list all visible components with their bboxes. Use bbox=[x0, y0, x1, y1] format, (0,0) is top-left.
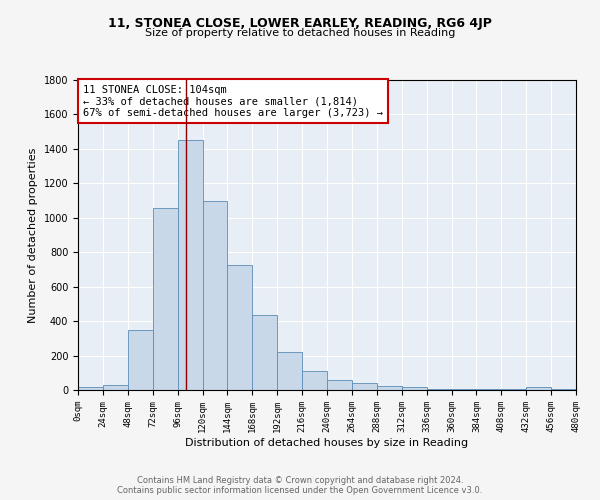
Bar bbox=[203, 202, 227, 390]
X-axis label: Distribution of detached houses by size in Reading: Distribution of detached houses by size … bbox=[185, 438, 469, 448]
Bar bbox=[476, 389, 502, 390]
Bar bbox=[78, 388, 103, 390]
Bar bbox=[502, 389, 526, 390]
Bar bbox=[178, 140, 203, 390]
Bar bbox=[402, 386, 427, 390]
Bar bbox=[352, 383, 377, 390]
Bar bbox=[253, 315, 277, 390]
Bar bbox=[128, 330, 153, 390]
Text: Size of property relative to detached houses in Reading: Size of property relative to detached ho… bbox=[145, 28, 455, 38]
Y-axis label: Number of detached properties: Number of detached properties bbox=[28, 148, 38, 322]
Bar bbox=[227, 265, 253, 390]
Bar bbox=[103, 385, 128, 390]
Bar bbox=[452, 389, 476, 390]
Bar bbox=[302, 371, 327, 390]
Bar bbox=[327, 380, 352, 390]
Bar bbox=[377, 386, 402, 390]
Bar bbox=[526, 388, 551, 390]
Bar bbox=[277, 352, 302, 390]
Text: 11 STONEA CLOSE: 104sqm
← 33% of detached houses are smaller (1,814)
67% of semi: 11 STONEA CLOSE: 104sqm ← 33% of detache… bbox=[83, 84, 383, 118]
Text: 11, STONEA CLOSE, LOWER EARLEY, READING, RG6 4JP: 11, STONEA CLOSE, LOWER EARLEY, READING,… bbox=[108, 18, 492, 30]
Bar bbox=[551, 389, 576, 390]
Bar bbox=[427, 389, 452, 390]
Text: Contains HM Land Registry data © Crown copyright and database right 2024.
Contai: Contains HM Land Registry data © Crown c… bbox=[118, 476, 482, 495]
Bar bbox=[152, 208, 178, 390]
